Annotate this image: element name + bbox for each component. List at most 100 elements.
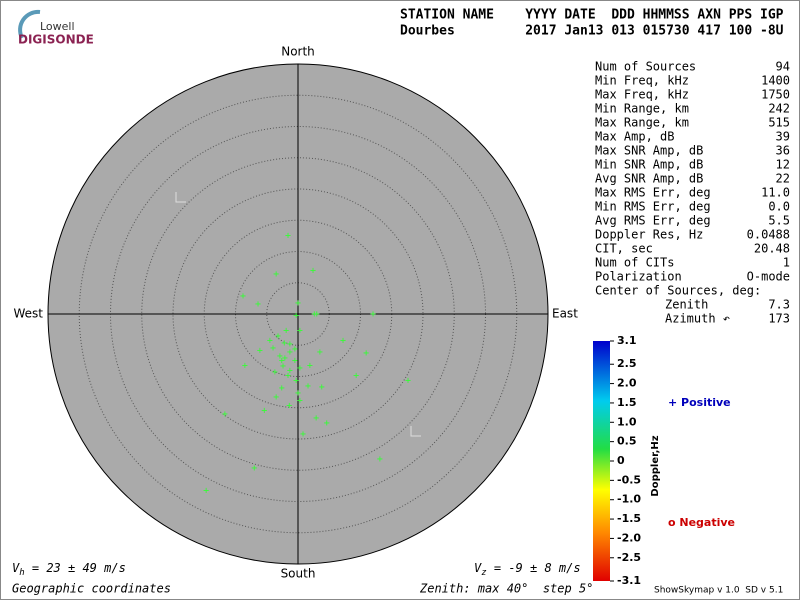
source-point: + bbox=[282, 353, 288, 364]
logo-arc bbox=[18, 9, 41, 39]
stat-label: Min Freq, kHz bbox=[595, 74, 689, 88]
legend-negative: o Negative bbox=[668, 516, 735, 529]
source-point: + bbox=[280, 361, 286, 372]
stat-value: 20.48 bbox=[754, 242, 790, 256]
logo-top: Lowell bbox=[40, 20, 75, 33]
text: V bbox=[474, 561, 482, 575]
source-point: + bbox=[297, 395, 303, 406]
velocity-z: Vz = -9 ± 8 m/s bbox=[474, 561, 581, 578]
stat-value: 36 bbox=[776, 144, 790, 158]
text: z bbox=[481, 568, 486, 578]
source-point: + bbox=[324, 418, 330, 429]
source-point: + bbox=[279, 383, 285, 394]
stat-label: CIT, sec bbox=[595, 242, 653, 256]
source-point: + bbox=[314, 309, 320, 320]
source-point: + bbox=[261, 405, 267, 416]
stat-value: 12 bbox=[776, 158, 790, 172]
coords-note: Geographic coordinates bbox=[12, 582, 171, 596]
colorbar-ticks: 3.1 2.5 2.0 1.5 1.0 0.5 0 -0.5 -1.0 -1.5 -2.0 -2.5 -… bbox=[610, 334, 641, 587]
colorbar-tick-label: -1.0 bbox=[617, 493, 641, 506]
source-point: + bbox=[363, 348, 369, 359]
source-point: + bbox=[305, 381, 311, 392]
source-point: + bbox=[297, 363, 303, 374]
source-point: + bbox=[293, 375, 299, 386]
stat-label: Num of CITs bbox=[595, 256, 674, 270]
velocity-h: Vh = 23 ± 49 m/s bbox=[12, 561, 126, 578]
source-point: + bbox=[275, 331, 281, 342]
colorbar-title: Doppler,Hz bbox=[650, 435, 661, 496]
stat-label: Avg SNR Amp, dB bbox=[595, 172, 703, 186]
source-point: + bbox=[286, 400, 292, 411]
colorbar-tick-label: 0.5 bbox=[617, 435, 637, 448]
source-point: + bbox=[370, 309, 376, 320]
source-point: + bbox=[255, 299, 261, 310]
source-point: + bbox=[287, 365, 293, 376]
text: V bbox=[12, 561, 20, 575]
zenith-note: Zenith: max 40° step 5° bbox=[419, 582, 593, 596]
source-point: + bbox=[340, 335, 346, 346]
source-point: + bbox=[295, 388, 301, 399]
colorbar-tick-label: -2.5 bbox=[617, 551, 641, 564]
logo-bottom: DIGISONDE bbox=[18, 33, 94, 47]
stat-value: 11.0 bbox=[761, 186, 790, 200]
source-point: + bbox=[317, 347, 323, 358]
colorbar-tick-label: 1.0 bbox=[617, 415, 637, 428]
marker bbox=[410, 426, 421, 437]
source-point: + bbox=[273, 269, 279, 280]
stat-value: 1 bbox=[783, 256, 790, 270]
source-point: + bbox=[297, 325, 303, 336]
colorbar-tick-label: -0.5 bbox=[617, 473, 641, 486]
compass-label: East bbox=[552, 307, 578, 321]
source-point: + bbox=[287, 339, 293, 350]
source-point: + bbox=[203, 485, 209, 496]
source-point: + bbox=[240, 291, 246, 302]
source-point: + bbox=[281, 338, 287, 349]
stat-label: Max Freq, kHz bbox=[595, 88, 689, 102]
source-point: + bbox=[307, 360, 313, 371]
marker bbox=[175, 192, 186, 203]
stat-value: 242 bbox=[768, 102, 790, 116]
source-point: + bbox=[292, 344, 298, 355]
source-point: + bbox=[377, 454, 383, 465]
colorbar-tick-label: -2.0 bbox=[617, 531, 641, 544]
stat-label: Min SNR Amp, dB bbox=[595, 158, 703, 172]
source-point: + bbox=[270, 343, 276, 354]
source-point: + bbox=[319, 382, 325, 393]
text: = -9 ± 8 m/s bbox=[487, 561, 581, 575]
stat-label: Num of Sources bbox=[595, 60, 696, 74]
stat-label: Zenith bbox=[665, 298, 708, 312]
stat-value: 39 bbox=[776, 130, 790, 144]
colorbar-tick-label: 0 bbox=[617, 454, 625, 467]
stat-value: 1750 bbox=[761, 88, 790, 102]
legend-positive: + Positive bbox=[668, 396, 731, 409]
stat-value: 7.3 bbox=[768, 298, 790, 312]
colorbar-tick-label: -1.5 bbox=[617, 512, 641, 525]
header-line: Dourbes 2017 Jan13 013 015730 417 100 -8… bbox=[400, 24, 784, 39]
stat-label: Max RMS Err, deg bbox=[595, 186, 711, 200]
stats-table: Num of Sources 94 Min Freq, kHz 1400 Max Fre… bbox=[595, 60, 790, 326]
text: h bbox=[19, 568, 24, 578]
version: ShowSkymap v 1.0 SD v 5.1 bbox=[654, 586, 783, 596]
compass-label: South bbox=[281, 567, 316, 581]
stat-label: Min RMS Err, deg bbox=[595, 200, 711, 214]
stat-value: 22 bbox=[776, 172, 790, 186]
source-point: + bbox=[313, 413, 319, 424]
stat-label: Avg RMS Err, deg bbox=[595, 214, 711, 228]
stat-value: 173 bbox=[768, 312, 790, 326]
colorbar-tick-label: 3.1 bbox=[617, 334, 637, 347]
stat-value: 515 bbox=[768, 116, 790, 130]
source-point: + bbox=[310, 265, 316, 276]
source-point: + bbox=[292, 355, 298, 366]
source-point: + bbox=[295, 298, 301, 309]
sources: ++ +++ ++ ++ +++++ +++ +++ ++ ++ + + + ++ + ++ ++ ++ +++ +… bbox=[203, 230, 411, 496]
stat-value: 5.5 bbox=[768, 214, 790, 228]
source-point: + bbox=[311, 309, 317, 320]
source-point: + bbox=[257, 345, 263, 356]
source-point: + bbox=[272, 367, 278, 378]
colorbar-tick-label: 2.0 bbox=[617, 377, 637, 390]
stat-value: O-mode bbox=[747, 270, 790, 284]
source-point: + bbox=[285, 230, 291, 241]
stat-value: 0.0488 bbox=[747, 228, 790, 242]
stat-label: Max Range, km bbox=[595, 116, 689, 130]
